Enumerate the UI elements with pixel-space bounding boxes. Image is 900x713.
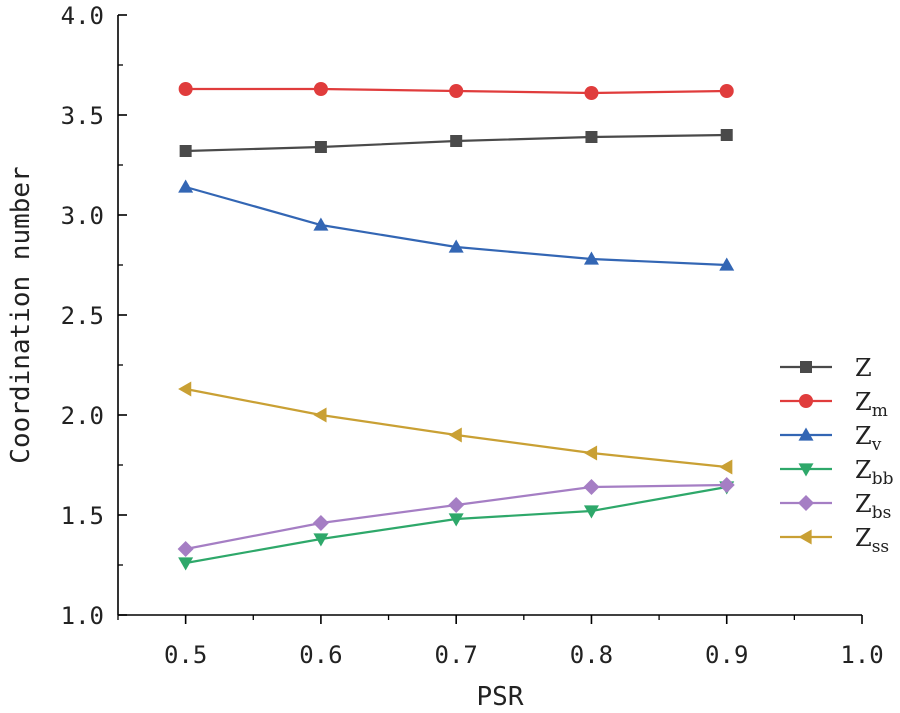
series-line-v (185, 185, 727, 267)
data-point-m (719, 84, 734, 98)
y-tick-label: 1.5 (61, 502, 104, 530)
x-tick-label: 0.8 (570, 641, 613, 669)
x-tick-label: 0.7 (435, 641, 478, 669)
axes: 1.0 1.5 2.0 2.5 3.0 3.5 4.0 0.5 0.6 0.7 0.8 0.9 1.0 (61, 2, 884, 669)
legend-marker (800, 361, 812, 373)
legend-item-v: Zv (780, 422, 882, 455)
legend-label-subscript: bb (872, 469, 894, 489)
y-tick-label: 3.5 (61, 102, 104, 130)
data-point-ss (583, 445, 598, 461)
data-point-bb (583, 505, 599, 519)
data-point-ss (313, 407, 327, 423)
legend-label-subscript: m (872, 401, 888, 421)
y-axis-title: Coordination number (6, 166, 36, 463)
data-point-z (314, 141, 327, 153)
series-layer (177, 82, 735, 571)
data-point-bs (583, 479, 600, 495)
series-bs (177, 477, 735, 557)
data-point-v (719, 257, 735, 271)
data-point-ss (178, 381, 192, 397)
legend-item-z: Z (780, 354, 872, 382)
x-tick-label: 0.9 (705, 641, 748, 669)
legend-marker (798, 529, 812, 545)
data-point-z (450, 135, 463, 147)
legend-label: Zbs (855, 490, 891, 523)
x-tick-label: 0.5 (164, 641, 207, 669)
data-point-bs (177, 541, 194, 557)
y-tick-label: 3.0 (61, 202, 104, 230)
data-point-m (178, 82, 193, 96)
data-point-v (178, 179, 194, 193)
data-point-m (313, 82, 328, 96)
y-tick-label: 1.0 (61, 602, 104, 630)
y-tick-label: 2.5 (61, 302, 104, 330)
legend-label: Zv (855, 422, 882, 455)
data-point-bs (448, 497, 465, 513)
data-point-bb (448, 513, 464, 527)
legend-marker (798, 427, 814, 441)
legend-marker (798, 495, 814, 511)
legend-item-m: Zm (780, 388, 888, 421)
legend-label-subscript: bs (872, 503, 892, 523)
x-axis-title: PSR (477, 682, 524, 712)
legend-item-bs: Zbs (780, 490, 891, 523)
data-point-bb (178, 557, 194, 571)
data-point-v (313, 217, 329, 231)
data-point-v (448, 239, 464, 253)
data-point-z (179, 145, 192, 157)
legend-label-subscript: v (871, 435, 882, 455)
legend-label: Z (855, 354, 872, 382)
data-point-bs (718, 477, 735, 493)
legend-item-bb: Zbb (780, 456, 894, 489)
y-tick-label: 4.0 (61, 2, 104, 30)
data-point-m (584, 86, 599, 100)
y-tick-label: 2.0 (61, 402, 104, 430)
series-line-ss (185, 387, 727, 469)
series-m (178, 82, 734, 100)
x-tick-label: 0.6 (299, 641, 342, 669)
data-point-z (720, 129, 733, 141)
series-z (179, 129, 733, 157)
data-point-bs (312, 515, 329, 531)
x-tick-label: 1.0 (840, 641, 883, 669)
legend-label: Zm (855, 388, 888, 421)
series-bb (178, 481, 735, 571)
series-v (178, 179, 735, 271)
legend-item-ss: Zss (780, 524, 889, 557)
data-point-ss (719, 459, 733, 475)
series-ss (178, 381, 733, 475)
legend-label: Zbb (855, 456, 894, 489)
legend-label-subscript: ss (872, 537, 889, 557)
legend-marker (799, 394, 813, 408)
data-point-m (449, 84, 464, 98)
data-point-z (585, 131, 598, 143)
legend-label: Zss (855, 524, 889, 557)
legend-marker (798, 463, 814, 477)
data-point-ss (448, 427, 462, 443)
data-point-v (583, 251, 599, 265)
data-point-bb (313, 533, 329, 547)
